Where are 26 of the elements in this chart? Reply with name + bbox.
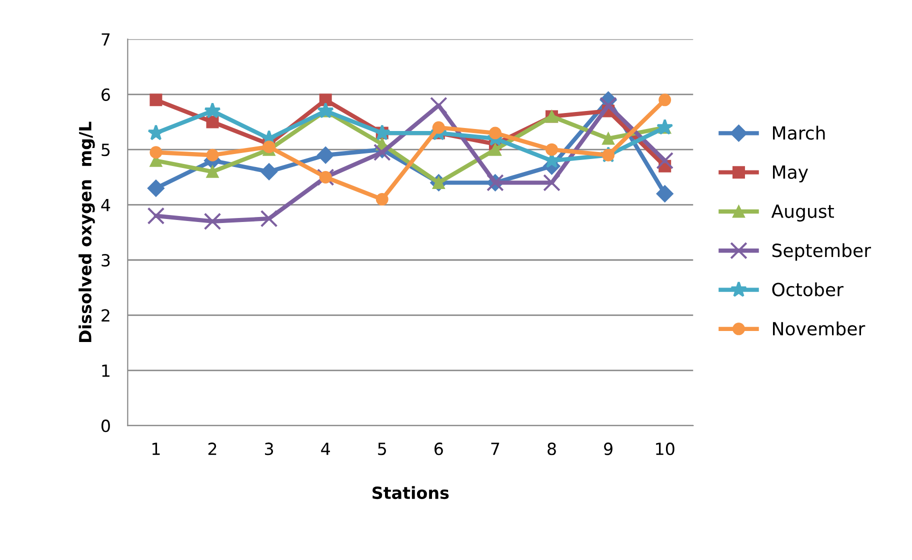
x-tick-label: 10 [656,442,674,456]
y-tick-label: 6 [102,88,110,101]
legend-label: August [771,204,834,222]
y-tick-label: 2 [102,309,110,322]
y-tick-label: 7 [102,33,110,46]
x-tick-label: 9 [604,442,612,456]
y-tick-label: 1 [102,364,110,377]
y-axis-title: Dissolved oxygen mg/L [78,122,95,342]
x-tick-label: 7 [491,442,500,455]
y-tick-label: 5 [102,144,110,156]
x-tick-label: 5 [378,442,386,456]
y-tick-label: 3 [102,254,110,267]
legend-label: October [772,282,844,296]
x-axis-title: Stations [372,486,449,500]
x-tick-label: 6 [434,442,443,456]
legend-label: September [772,243,872,261]
legend-label: May [773,166,808,182]
legend-label: November [773,322,866,336]
x-tick-label: 8 [548,442,556,456]
x-tick-label: 3 [265,442,274,456]
legend-label: March [773,126,825,140]
x-tick-label: 1 [152,442,160,455]
x-tick-label: 4 [321,442,330,455]
x-tick-label: 2 [208,442,216,455]
y-tick-label: 4 [101,198,110,212]
y-tick-label: 0 [102,420,110,432]
